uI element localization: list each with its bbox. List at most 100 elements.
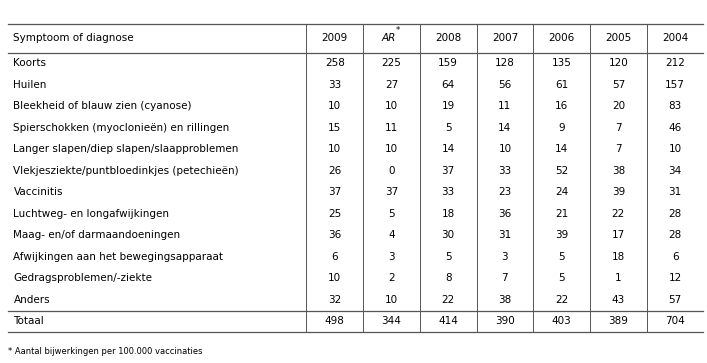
Text: 57: 57 — [612, 80, 625, 90]
Text: 10: 10 — [328, 144, 341, 154]
Text: 15: 15 — [328, 123, 341, 133]
Text: 43: 43 — [612, 295, 625, 305]
Text: 2004: 2004 — [662, 33, 688, 43]
Text: * Aantal bijwerkingen per 100.000 vaccinaties: * Aantal bijwerkingen per 100.000 vaccin… — [8, 347, 203, 356]
Text: 212: 212 — [665, 58, 685, 68]
Text: 2: 2 — [388, 273, 395, 284]
Text: Symptoom of diagnose: Symptoom of diagnose — [13, 33, 134, 43]
Text: 10: 10 — [328, 273, 341, 284]
Text: Afwijkingen aan het bewegingsapparaat: Afwijkingen aan het bewegingsapparaat — [13, 252, 223, 262]
Text: 704: 704 — [665, 317, 685, 326]
Text: 31: 31 — [669, 187, 682, 197]
Text: 390: 390 — [495, 317, 515, 326]
Text: 37: 37 — [328, 187, 341, 197]
Text: 159: 159 — [438, 58, 458, 68]
Text: 56: 56 — [498, 80, 512, 90]
Text: 36: 36 — [498, 209, 512, 219]
Text: Langer slapen/diep slapen/slaapproblemen: Langer slapen/diep slapen/slaapproblemen — [13, 144, 239, 154]
Text: 157: 157 — [665, 80, 685, 90]
Text: 2005: 2005 — [605, 33, 631, 43]
Text: 10: 10 — [385, 295, 398, 305]
Text: 0: 0 — [388, 166, 395, 176]
Text: 7: 7 — [615, 123, 621, 133]
Text: 11: 11 — [385, 123, 398, 133]
Text: Maag- en/of darmaandoeningen: Maag- en/of darmaandoeningen — [13, 231, 180, 240]
Text: 10: 10 — [385, 144, 398, 154]
Text: 14: 14 — [555, 144, 568, 154]
Text: *: * — [396, 26, 400, 35]
Text: 2008: 2008 — [435, 33, 461, 43]
Text: Koorts: Koorts — [13, 58, 47, 68]
Text: 25: 25 — [328, 209, 341, 219]
Text: 46: 46 — [669, 123, 682, 133]
Text: 10: 10 — [669, 144, 682, 154]
Text: 135: 135 — [551, 58, 571, 68]
Text: Totaal: Totaal — [13, 317, 44, 326]
Text: 225: 225 — [382, 58, 402, 68]
Text: AR: AR — [381, 33, 396, 43]
Text: 6: 6 — [672, 252, 679, 262]
Text: 1: 1 — [615, 273, 621, 284]
Text: 22: 22 — [555, 295, 568, 305]
Text: 2006: 2006 — [549, 33, 575, 43]
Text: 414: 414 — [438, 317, 458, 326]
Text: 33: 33 — [328, 80, 341, 90]
Text: 28: 28 — [669, 231, 682, 240]
Text: 52: 52 — [555, 166, 568, 176]
Text: 39: 39 — [555, 231, 568, 240]
Text: 18: 18 — [442, 209, 455, 219]
Text: 28: 28 — [669, 209, 682, 219]
Text: 16: 16 — [555, 101, 568, 111]
Text: 128: 128 — [495, 58, 515, 68]
Text: 24: 24 — [555, 187, 568, 197]
Text: 14: 14 — [442, 144, 455, 154]
Text: 7: 7 — [501, 273, 508, 284]
Text: 8: 8 — [445, 273, 452, 284]
Text: 26: 26 — [328, 166, 341, 176]
Text: 20: 20 — [612, 101, 625, 111]
Text: 19: 19 — [442, 101, 455, 111]
Text: 7: 7 — [615, 144, 621, 154]
Text: 14: 14 — [498, 123, 512, 133]
Text: 61: 61 — [555, 80, 568, 90]
Text: 32: 32 — [328, 295, 341, 305]
Text: 12: 12 — [669, 273, 682, 284]
Text: 30: 30 — [442, 231, 455, 240]
Text: 3: 3 — [501, 252, 508, 262]
Text: 23: 23 — [498, 187, 512, 197]
Text: 22: 22 — [612, 209, 625, 219]
Text: 10: 10 — [498, 144, 511, 154]
Text: 64: 64 — [442, 80, 455, 90]
Text: Bleekheid of blauw zien (cyanose): Bleekheid of blauw zien (cyanose) — [13, 101, 192, 111]
Text: 57: 57 — [669, 295, 682, 305]
Text: Vaccinitis: Vaccinitis — [13, 187, 63, 197]
Text: 39: 39 — [612, 187, 625, 197]
Text: Huilen: Huilen — [13, 80, 47, 90]
Text: Vlekjesziekte/puntbloedinkjes (petechieën): Vlekjesziekte/puntbloedinkjes (petechieë… — [13, 166, 239, 176]
Text: 498: 498 — [325, 317, 344, 326]
Text: 38: 38 — [612, 166, 625, 176]
Text: 34: 34 — [669, 166, 682, 176]
Text: 37: 37 — [385, 187, 398, 197]
Text: 3: 3 — [388, 252, 395, 262]
Text: 5: 5 — [559, 252, 565, 262]
Text: 5: 5 — [445, 123, 452, 133]
Text: 5: 5 — [388, 209, 395, 219]
Text: 5: 5 — [559, 273, 565, 284]
Text: 5: 5 — [445, 252, 452, 262]
Text: 21: 21 — [555, 209, 568, 219]
Text: 17: 17 — [612, 231, 625, 240]
Text: 6: 6 — [332, 252, 338, 262]
Text: 36: 36 — [328, 231, 341, 240]
Text: 344: 344 — [382, 317, 402, 326]
Text: Spierschokken (myoclonieën) en rillingen: Spierschokken (myoclonieën) en rillingen — [13, 123, 230, 133]
Text: 2009: 2009 — [322, 33, 348, 43]
Text: 11: 11 — [498, 101, 512, 111]
Text: 389: 389 — [609, 317, 629, 326]
Text: 33: 33 — [498, 166, 512, 176]
Text: 10: 10 — [328, 101, 341, 111]
Text: Gedragsproblemen/-ziekte: Gedragsproblemen/-ziekte — [13, 273, 153, 284]
Text: 33: 33 — [442, 187, 455, 197]
Text: 37: 37 — [442, 166, 455, 176]
Text: 258: 258 — [325, 58, 344, 68]
